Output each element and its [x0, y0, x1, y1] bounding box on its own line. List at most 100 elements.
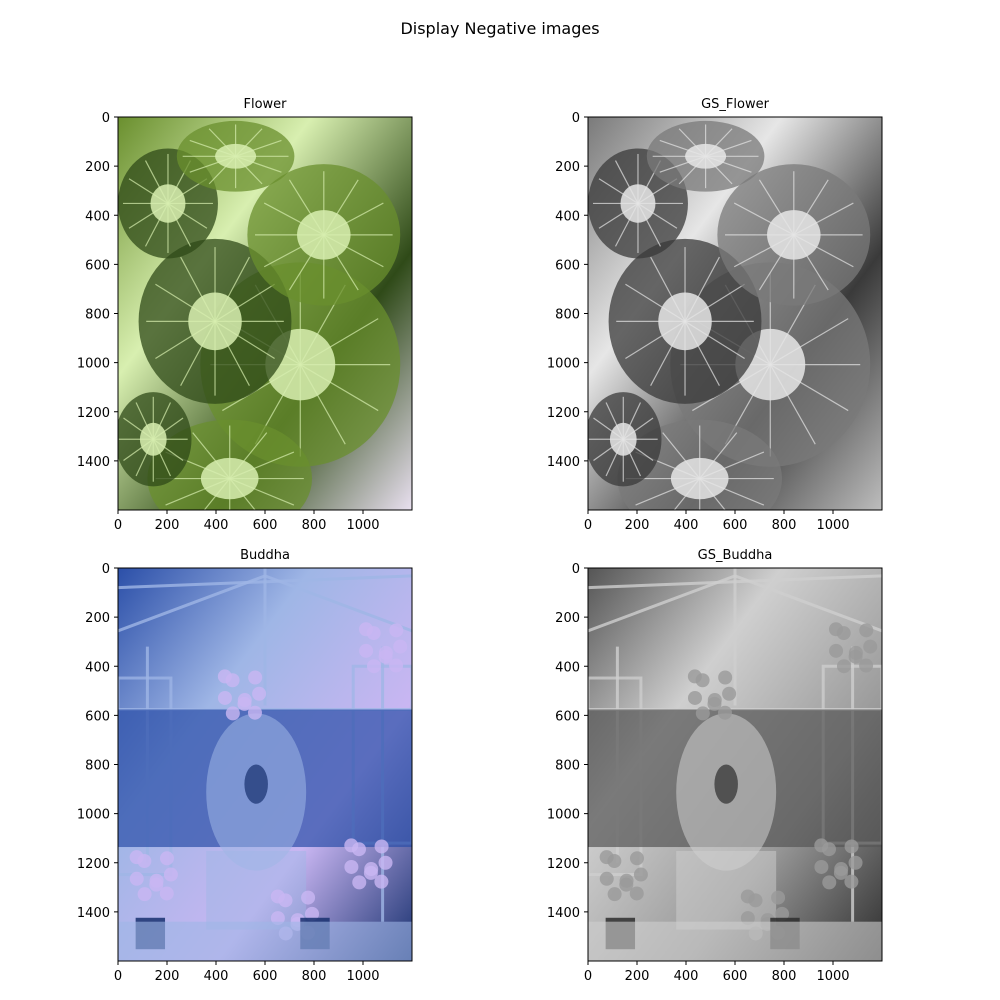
- leaf-vein: [299, 364, 346, 445]
- leaf-vein: [152, 402, 172, 440]
- y-tick-label: 1400: [547, 906, 580, 921]
- leaf-vein: [144, 203, 169, 247]
- leaf-vein: [625, 320, 686, 360]
- leaf-vein: [593, 438, 624, 461]
- foliage-leaf: [844, 839, 859, 854]
- frame-beam: [264, 574, 412, 633]
- leaf-vein: [288, 179, 325, 236]
- leaf-vein: [699, 478, 726, 510]
- y-tick-label: 600: [555, 709, 580, 724]
- foliage-leaf: [378, 855, 393, 870]
- leaf-vein: [323, 179, 359, 236]
- foliage-leaf: [305, 906, 320, 921]
- leaf-vein: [684, 320, 745, 360]
- y-tick-label: 1400: [77, 906, 110, 921]
- leaf-vein: [128, 178, 169, 204]
- frame-beam: [588, 574, 736, 633]
- leaf-vein: [733, 234, 795, 268]
- foliage-leaf: [159, 851, 174, 866]
- y-tick-label: 200: [555, 160, 580, 175]
- y-tick-label: 1200: [77, 406, 110, 421]
- foliage-leaf: [687, 690, 702, 705]
- leaf-vein: [214, 320, 275, 360]
- leaf-vein: [152, 439, 172, 477]
- x-tick-label: 1000: [816, 518, 849, 533]
- y-tick-label: 800: [85, 759, 110, 774]
- leaf-vein: [705, 155, 733, 185]
- x-tick-label: 600: [253, 518, 278, 533]
- leaf-vein: [299, 364, 379, 412]
- leaf-vein: [605, 439, 624, 477]
- leaf-vein: [214, 283, 275, 322]
- leaf-vein: [733, 202, 795, 236]
- leaf-vein: [793, 234, 854, 268]
- foliage-leaf: [389, 658, 404, 673]
- leaf-vein: [167, 202, 208, 229]
- foliage-leaf: [366, 659, 381, 674]
- leaf-vein: [235, 128, 263, 157]
- leaf-vein: [263, 234, 325, 268]
- leaf-vein: [155, 283, 216, 322]
- ground: [118, 921, 412, 961]
- leaf-vein: [167, 203, 192, 247]
- leaf-vein: [208, 155, 237, 185]
- leaf-vein: [650, 256, 686, 322]
- foliage-leaf: [247, 705, 262, 720]
- leaf-vein: [650, 321, 686, 386]
- leaf-vein: [705, 139, 752, 157]
- leaf-vein: [128, 202, 169, 229]
- frame-beam: [118, 574, 266, 633]
- leaf-vein: [637, 202, 678, 229]
- leaf-vein: [135, 402, 154, 440]
- foliage-leaf: [149, 873, 164, 888]
- leaf-vein: [622, 438, 654, 461]
- statue-base: [676, 850, 777, 930]
- leaf-vein: [605, 402, 624, 440]
- leaf-vein: [229, 478, 256, 510]
- y-tick-label: 400: [555, 209, 580, 224]
- foliage-leaf: [270, 911, 285, 926]
- foliage-leaf: [687, 669, 702, 684]
- foliage-leaf: [828, 622, 843, 637]
- leaf-vein: [622, 402, 642, 440]
- x-tick-label: 0: [584, 518, 592, 533]
- leaf-vein: [692, 364, 771, 412]
- leaf-vein: [323, 234, 359, 291]
- leaf-vein: [699, 478, 765, 506]
- leaf-vein: [769, 364, 816, 445]
- statue-head: [244, 764, 268, 804]
- leaf-vein: [598, 178, 639, 204]
- y-tick-label: 0: [572, 111, 580, 126]
- leaf-vein: [222, 364, 301, 412]
- foliage-leaf: [344, 859, 359, 874]
- leaf-vein: [793, 202, 854, 236]
- foliage-leaf: [393, 639, 408, 654]
- leaf-vein: [622, 439, 642, 477]
- x-tick-label: 400: [674, 969, 699, 984]
- foliage-leaf: [129, 871, 144, 886]
- y-tick-label: 1000: [77, 357, 110, 372]
- foliage-leaf: [217, 690, 232, 705]
- leaf-vein: [699, 451, 765, 480]
- foliage-leaf: [695, 706, 710, 721]
- leaf-vein: [673, 478, 701, 510]
- leaf-vein: [123, 438, 154, 461]
- leaf-vein: [299, 318, 379, 366]
- subplot-image: [118, 568, 412, 961]
- foliage-leaf: [771, 890, 786, 905]
- foliage-leaf: [137, 887, 152, 902]
- foliage-leaf: [775, 906, 790, 921]
- foliage-leaf: [358, 622, 373, 637]
- y-tick-label: 1400: [77, 455, 110, 470]
- subplot-title: GS_Buddha: [698, 548, 773, 563]
- leaf-vein: [705, 128, 733, 157]
- foliage-leaf: [629, 886, 644, 901]
- y-tick-label: 1400: [547, 455, 580, 470]
- foliage-leaf: [859, 623, 874, 638]
- frame-beam: [734, 574, 882, 633]
- y-tick-label: 800: [555, 308, 580, 323]
- leaf-vein: [635, 478, 700, 506]
- leaf-vein: [662, 432, 701, 479]
- x-tick-label: 800: [772, 969, 797, 984]
- x-tick-label: 1000: [816, 969, 849, 984]
